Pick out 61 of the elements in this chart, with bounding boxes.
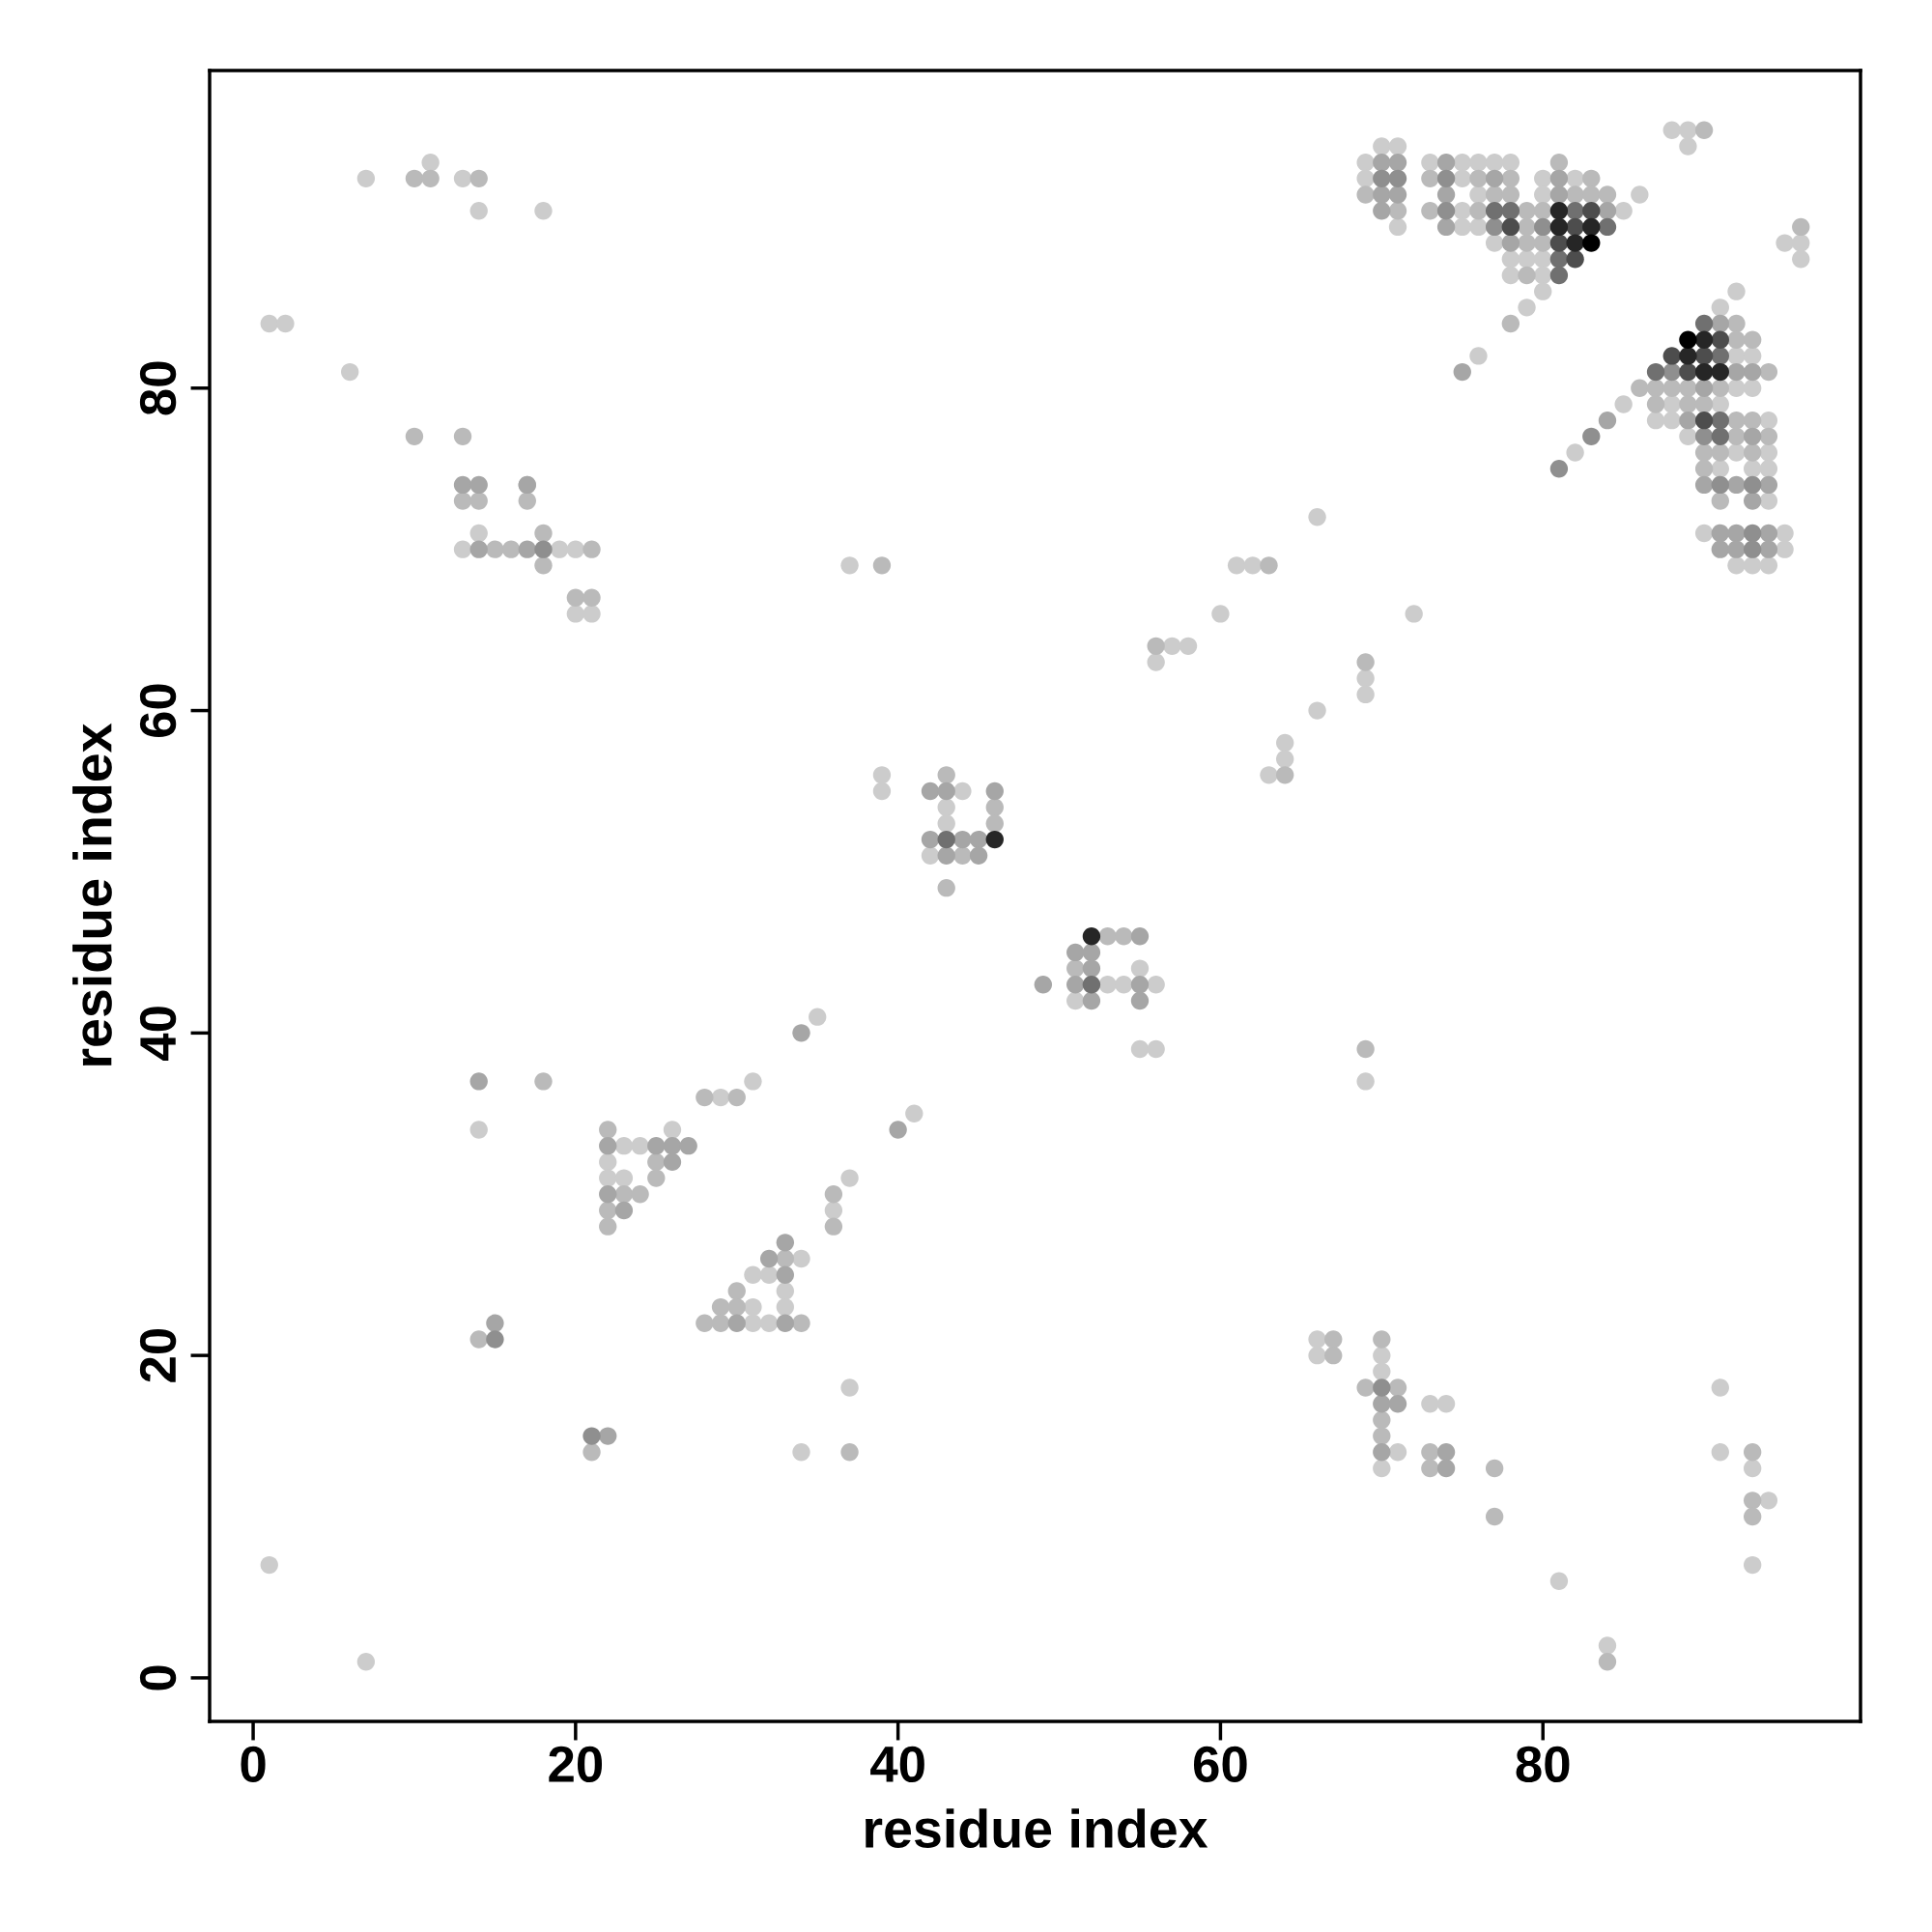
point: [1662, 362, 1681, 382]
x-tick-label: 60: [1194, 1746, 1247, 1783]
point: [1743, 524, 1762, 543]
x-tick-label: 20: [549, 1746, 603, 1783]
point: [1082, 976, 1101, 994]
point: [1646, 362, 1665, 382]
y-tick-label: 40: [139, 1007, 177, 1061]
point: [1582, 217, 1601, 237]
x-tick-label: 80: [1516, 1746, 1570, 1783]
point: [1485, 217, 1504, 237]
y-tick-label: 0: [139, 1665, 177, 1690]
point: [1711, 475, 1729, 495]
point: [1743, 540, 1762, 558]
point: [1598, 217, 1617, 237]
point: [1711, 411, 1729, 430]
point: [1549, 217, 1569, 237]
point: [1711, 330, 1729, 349]
point: [1549, 266, 1569, 285]
point: [1436, 202, 1456, 220]
y-tick-label: 60: [139, 684, 177, 737]
point: [1582, 234, 1601, 252]
x-tick-label: 0: [241, 1746, 266, 1783]
point: [1501, 202, 1520, 220]
point: [1711, 427, 1729, 446]
point: [1711, 362, 1729, 382]
y-tick-label: 80: [139, 361, 177, 415]
point: [1501, 217, 1520, 237]
point: [1694, 314, 1714, 333]
point: [985, 830, 1004, 849]
point: [1534, 217, 1552, 237]
point: [1694, 427, 1714, 446]
point: [937, 830, 955, 849]
point: [1388, 169, 1407, 188]
point: [1679, 330, 1697, 349]
point: [486, 1330, 504, 1349]
point: [1485, 202, 1504, 220]
point: [1582, 427, 1601, 446]
x-tick-label: 40: [870, 1746, 924, 1783]
point: [1566, 234, 1584, 252]
point: [1582, 202, 1601, 220]
point: [1743, 475, 1762, 495]
point: [1549, 234, 1569, 252]
point: [1373, 169, 1391, 188]
point: [1694, 362, 1714, 382]
point: [1549, 202, 1569, 220]
point: [1662, 347, 1681, 365]
point: [1694, 411, 1714, 430]
point: [1679, 347, 1697, 365]
y-axis-title: residue index: [72, 723, 112, 1065]
point: [1549, 460, 1569, 478]
point: [582, 1427, 601, 1445]
point: [1082, 927, 1101, 946]
point: [1373, 1378, 1391, 1397]
point: [1436, 169, 1456, 188]
point: [1549, 250, 1569, 269]
point: [1694, 330, 1714, 349]
point: [1566, 250, 1584, 269]
point: [534, 540, 553, 558]
x-axis-title: residue index: [866, 1808, 1208, 1848]
point: [1679, 362, 1697, 382]
y-tick-label: 20: [139, 1328, 177, 1382]
